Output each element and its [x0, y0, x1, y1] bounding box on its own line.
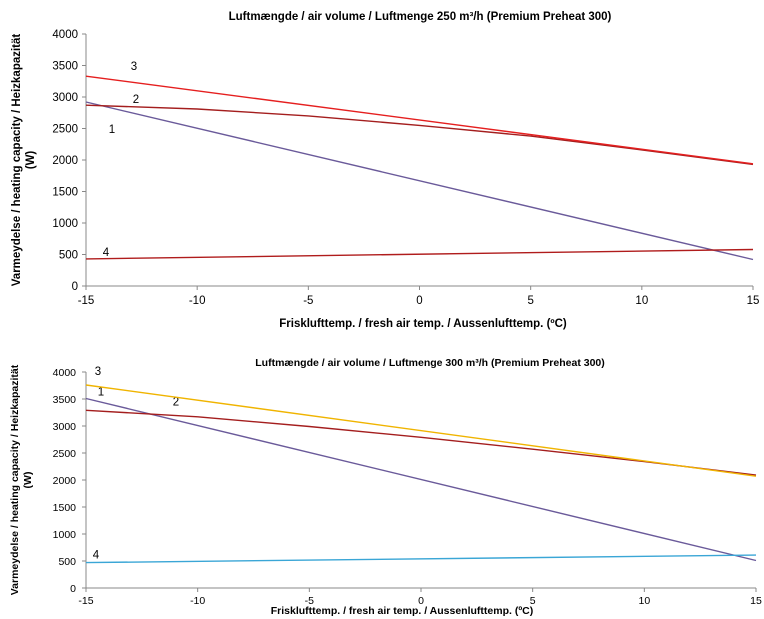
- y-tick-label: 4000: [52, 29, 78, 41]
- y-tick-label: 1000: [52, 218, 78, 230]
- y-tick-label: 3500: [52, 61, 78, 73]
- y-tick-label: 2000: [52, 155, 78, 167]
- y-tick-label: 0: [72, 281, 78, 293]
- y-axis-label-line-2: (W): [22, 472, 34, 489]
- series-label-1: 1: [109, 124, 115, 136]
- y-tick-label: 500: [59, 250, 78, 262]
- series-line-2: [85, 409, 757, 476]
- y-tick-label: 4000: [53, 367, 77, 379]
- series-line-1: [85, 101, 754, 261]
- x-tick-label: 15: [750, 595, 762, 607]
- x-tick-label: 5: [530, 595, 536, 607]
- x-tick-label: 0: [416, 295, 422, 307]
- x-tick-label: 10: [638, 595, 650, 607]
- series-label-2: 2: [173, 396, 179, 408]
- chart-300: Luftmængde / air volume / Luftmenge 300 …: [9, 357, 762, 617]
- x-tick-label: -15: [78, 295, 95, 307]
- x-tick-label: -10: [190, 595, 205, 607]
- series-line-3: [85, 384, 757, 477]
- series-label-1: 1: [98, 386, 104, 398]
- x-tick-label: 5: [527, 295, 533, 307]
- x-tick-label: 15: [747, 295, 760, 307]
- y-tick-label: 1000: [53, 529, 77, 541]
- y-tick-label: 2500: [53, 448, 77, 460]
- y-axis-label-line-1: Varmeydelse / heating capacity / Heizkap…: [11, 34, 23, 287]
- y-axis-label: Varmeydelse / heating capacity / Heizkap…: [11, 34, 37, 287]
- series-label-4: 4: [93, 550, 100, 562]
- x-tick-label: 0: [418, 595, 424, 607]
- y-tick-label: 2000: [53, 475, 77, 487]
- series-group: 1 2 3 4: [85, 61, 754, 261]
- series-group: 1 2 3 4: [85, 366, 757, 564]
- tick-labels: 0 500 1000 1500 2000 2500 3000 3500 4000 -15 -10 -5…: [53, 367, 762, 607]
- tick-labels: 0 500 1000 1500 2000 2500 3000 3500 4000 -15 -10 -5…: [52, 29, 759, 307]
- series-label-3: 3: [95, 366, 101, 378]
- series-label-2: 2: [133, 94, 139, 106]
- y-tick-label: 2500: [52, 124, 78, 136]
- series-line-2: [85, 104, 754, 166]
- x-axis-label: Frisklufttemp. / fresh air temp. / Ausse…: [279, 318, 567, 330]
- y-tick-label: 3000: [53, 421, 77, 433]
- series-line-1: [85, 397, 757, 562]
- x-tick-label: -15: [78, 595, 93, 607]
- series-line-3: [85, 75, 754, 165]
- axes: [82, 371, 757, 592]
- x-tick-label: -5: [305, 595, 314, 607]
- axes: [82, 33, 754, 290]
- x-axis-label: Frisklufttemp. / fresh air temp. / Ausse…: [271, 605, 533, 617]
- series-line-4: [85, 554, 757, 564]
- chart-250: Luftmængde / air volume / Luftmenge 250 …: [11, 11, 759, 330]
- y-tick-label: 500: [58, 556, 76, 568]
- chart-title: Luftmængde / air volume / Luftmenge 250 …: [229, 11, 612, 23]
- y-tick-label: 3500: [53, 394, 77, 406]
- y-tick-label: 0: [70, 583, 76, 595]
- chart-title: Luftmængde / air volume / Luftmenge 300 …: [255, 357, 605, 369]
- y-axis-label-line-2: (W): [25, 151, 37, 170]
- y-tick-label: 1500: [52, 187, 78, 199]
- x-tick-label: -10: [189, 295, 206, 307]
- series-line-4: [85, 248, 754, 260]
- series-label-4: 4: [103, 247, 110, 259]
- y-axis-label-line-1: Varmeydelse / heating capacity / Heizkap…: [9, 364, 21, 595]
- x-tick-label: 10: [635, 295, 648, 307]
- y-tick-label: 1500: [53, 502, 77, 514]
- x-tick-label: -5: [303, 295, 313, 307]
- y-axis-label: Varmeydelse / heating capacity / Heizkap…: [9, 364, 34, 595]
- series-label-3: 3: [131, 61, 137, 73]
- y-tick-label: 3000: [52, 92, 78, 104]
